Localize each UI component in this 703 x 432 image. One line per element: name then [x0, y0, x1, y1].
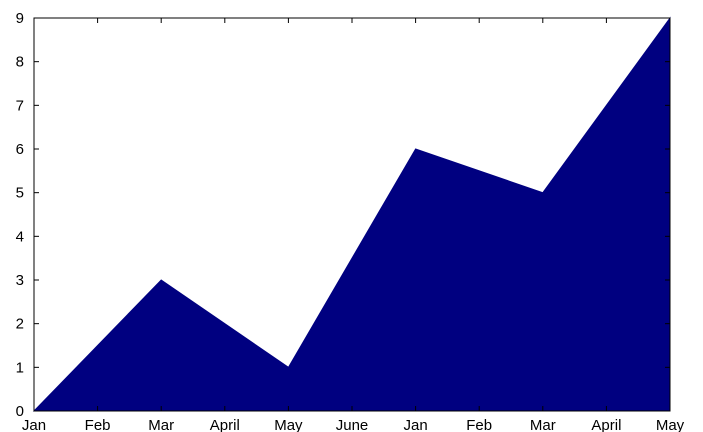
x-tick-label-4: May: [274, 417, 303, 432]
y-tick-label-9: 9: [16, 10, 24, 27]
y-tick-label-3: 3: [16, 272, 24, 289]
y-tick-label-1: 1: [16, 359, 24, 376]
area-series-fill: [32, 16, 671, 412]
y-tick-label-8: 8: [16, 54, 24, 71]
y-tick-label-7: 7: [16, 97, 24, 114]
x-tick-label-3: April: [210, 417, 240, 432]
x-tick-label-2: Mar: [148, 417, 174, 432]
x-tick-label-5: June: [336, 417, 369, 432]
y-tick-label-0: 0: [16, 403, 24, 420]
y-tick-label-6: 6: [16, 141, 24, 158]
x-tick-label-6: Jan: [404, 417, 428, 432]
y-tick-label-2: 2: [16, 316, 24, 333]
x-tick-label-9: April: [591, 417, 621, 432]
x-tick-label-7: Feb: [466, 417, 492, 432]
x-tick-label-8: Mar: [530, 417, 556, 432]
x-tick-label-1: Feb: [85, 417, 111, 432]
x-tick-label-0: Jan: [22, 417, 46, 432]
x-tick-label-10: May: [656, 417, 685, 432]
y-tick-label-4: 4: [16, 228, 24, 245]
y-tick-label-5: 5: [16, 185, 24, 202]
